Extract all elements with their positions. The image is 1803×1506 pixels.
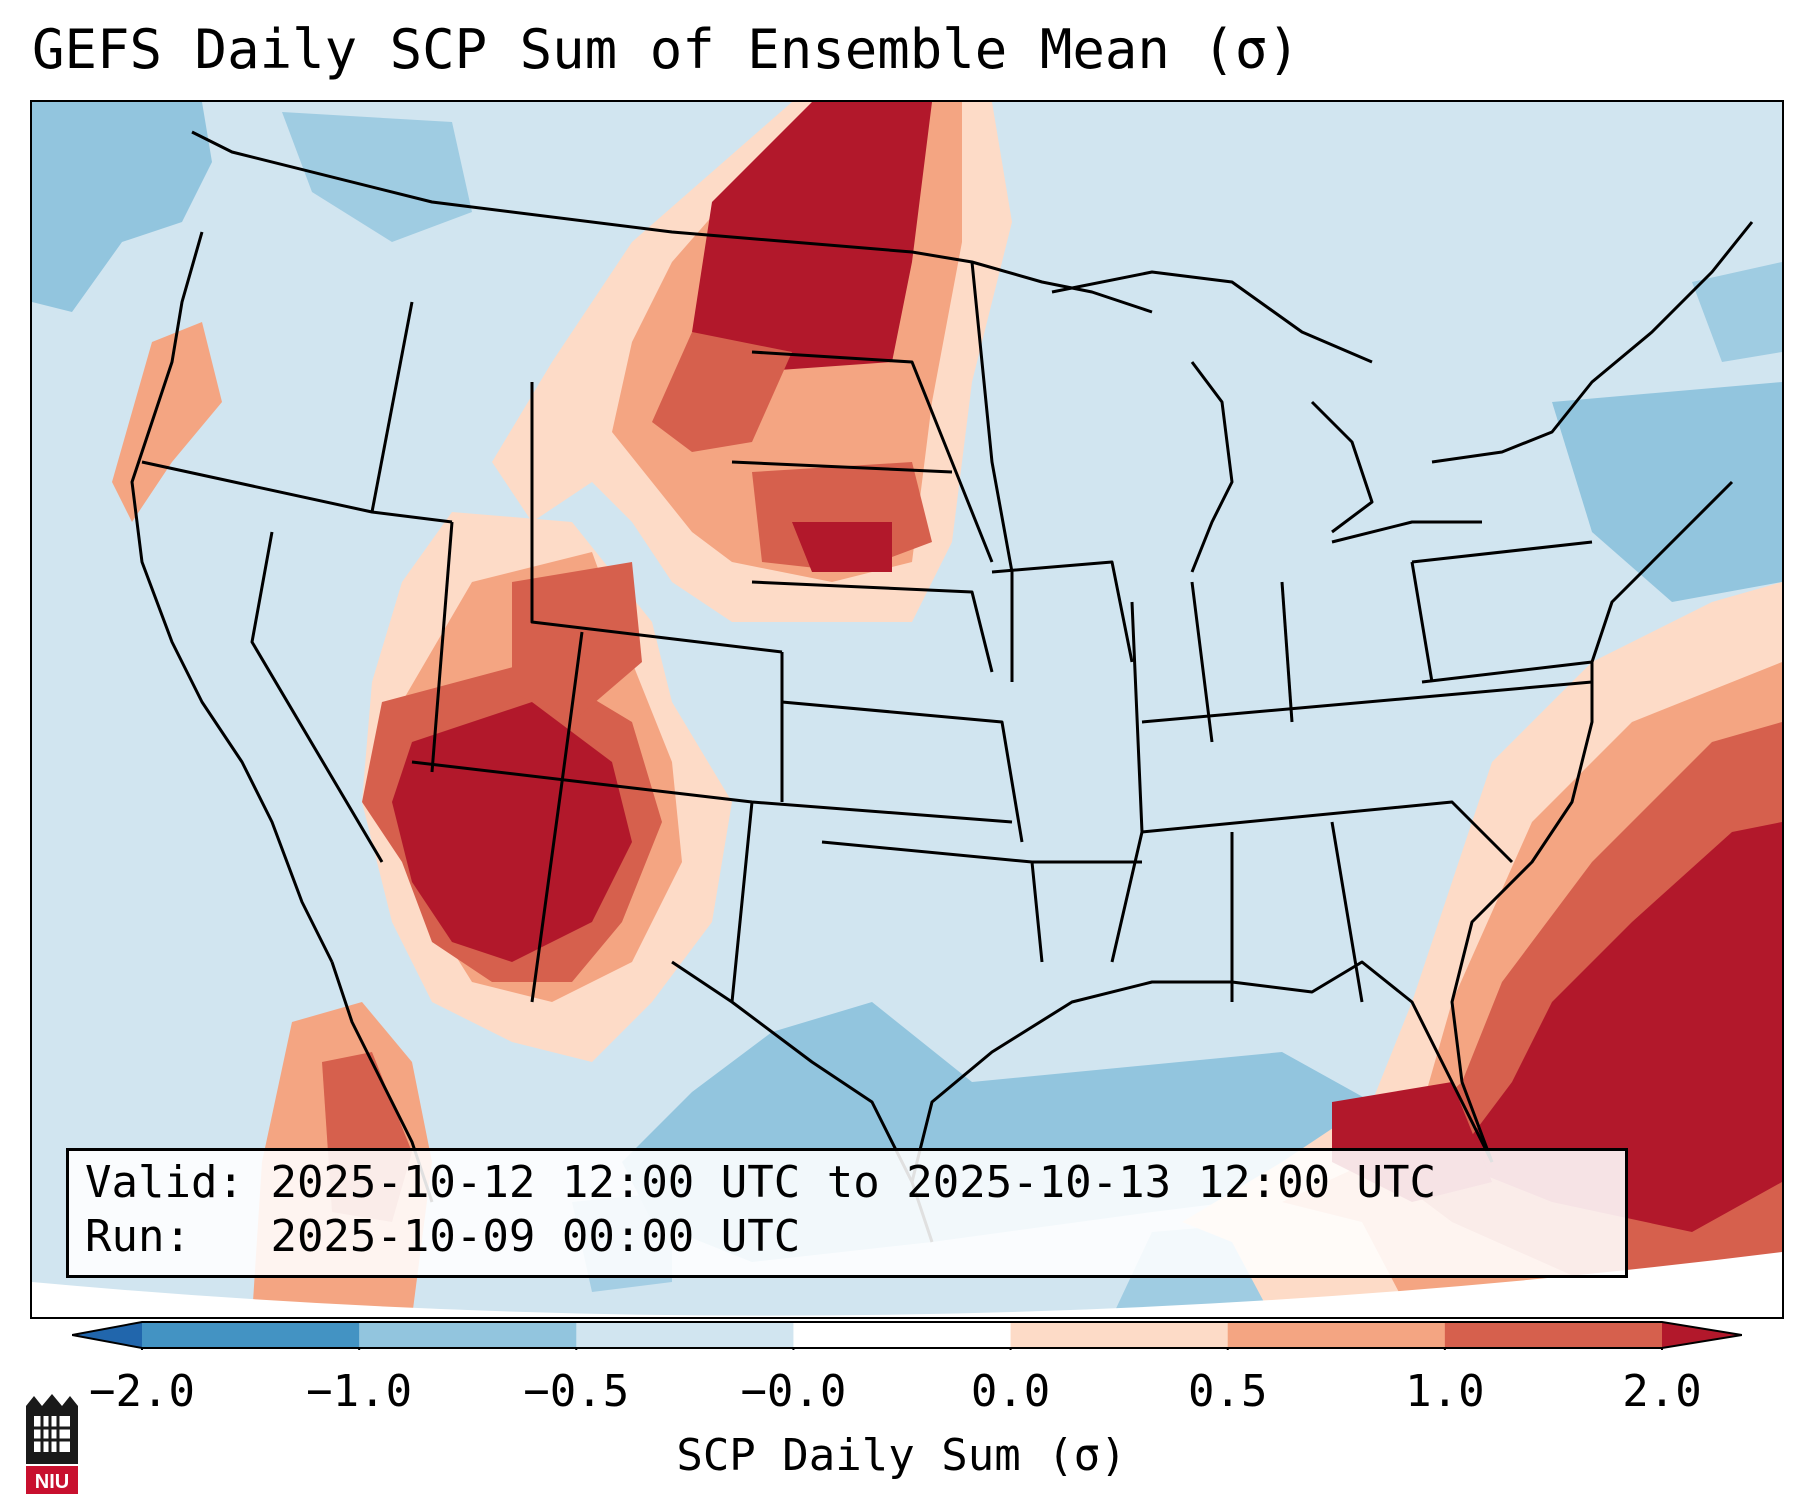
colorbar-tick-label: 0.5 xyxy=(1187,1366,1268,1417)
colorbar-extend-high xyxy=(1662,1322,1742,1348)
colorbar-segments xyxy=(72,1322,1742,1348)
colorbar-tick-label: 1.0 xyxy=(1405,1366,1485,1417)
east-coast xyxy=(1450,480,1734,1163)
colorbar-tick-label: −1.0 xyxy=(306,1366,413,1417)
run-label: Run: xyxy=(85,1211,191,1262)
state-line-ca-nv xyxy=(250,531,384,863)
nebraska-extreme xyxy=(792,522,892,572)
colorbar-tick-label: −2.0 xyxy=(89,1366,195,1417)
logo-window xyxy=(34,1416,70,1452)
map-svg xyxy=(32,102,1782,1317)
state-line-va-nc xyxy=(1421,660,1593,684)
oregon-coast-positive xyxy=(112,322,222,522)
logo-window-grid xyxy=(34,1416,70,1452)
colorbar-tick-label: −0.5 xyxy=(523,1366,630,1417)
northeast-negative xyxy=(1552,382,1782,602)
colorbar-segment xyxy=(793,1322,1012,1348)
utah-strong xyxy=(512,562,642,722)
state-line-il-in xyxy=(1190,581,1214,743)
maritimes-negative xyxy=(1692,262,1782,362)
colorbar-segment xyxy=(576,1322,794,1348)
bc-negative xyxy=(282,112,472,242)
validity-info-box: Valid: 2025-10-12 12:00 UTC to 2025-10-1… xyxy=(66,1148,1628,1278)
pacific-nw-negative xyxy=(32,102,212,312)
map-edge xyxy=(32,1252,1782,1317)
valid-line: Valid: 2025-10-12 12:00 UTC to 2025-10-1… xyxy=(85,1157,1436,1208)
colorbar-extend-low xyxy=(72,1322,142,1348)
colorbar-segment xyxy=(1227,1322,1446,1348)
state-line-nm-az xyxy=(730,801,754,1003)
state-line-sd-ne xyxy=(731,460,953,474)
colorbar-segment xyxy=(359,1322,577,1348)
borders-layer xyxy=(130,130,1754,1243)
colorbar-tick-label: 2.0 xyxy=(1622,1366,1702,1417)
state-line-mn-ia xyxy=(970,261,1014,682)
colorbar-tick-marks xyxy=(141,1348,1663,1350)
dakotas-extreme xyxy=(692,102,932,372)
state-line-ia-mo xyxy=(991,560,1134,663)
run-time: 2025-10-09 00:00 UTC xyxy=(270,1211,801,1262)
lake-superior-shore xyxy=(1051,270,1373,364)
map-panel xyxy=(30,100,1784,1319)
state-line-tn-ga xyxy=(1141,800,1514,864)
state-line-pa-ny xyxy=(1411,540,1593,564)
colorbar-tick-label: −0.0 xyxy=(740,1366,847,1417)
wyoming-strong xyxy=(652,332,792,452)
colorbar xyxy=(72,1321,1742,1350)
state-line-ne-ks xyxy=(751,580,994,673)
run-line: Run: 2025-10-09 00:00 UTC xyxy=(85,1211,800,1262)
valid-range: 2025-10-12 12:00 UTC to 2025-10-13 12:00… xyxy=(270,1157,1437,1208)
chart-title: GEFS Daily SCP Sum of Ensemble Mean (σ) xyxy=(32,18,1300,81)
lake-huron-shore xyxy=(1310,400,1374,534)
colorbar-segment xyxy=(1444,1322,1663,1348)
state-line-ks-ok xyxy=(781,700,1024,843)
state-line-dakotas xyxy=(751,350,994,563)
colorbar-tick-label: 0.0 xyxy=(970,1366,1051,1417)
colorbar-segment xyxy=(1010,1322,1229,1348)
logo-badge xyxy=(26,1466,78,1494)
state-line-oh-pa xyxy=(1410,561,1434,683)
west-coast xyxy=(130,231,334,963)
st-lawrence xyxy=(1431,221,1754,464)
niu-logo-icon: NIU xyxy=(26,1394,78,1494)
colorbar-label: SCP Daily Sum (σ) xyxy=(676,1430,1127,1481)
valid-label: Valid: xyxy=(85,1157,244,1208)
state-line-nv-ut xyxy=(430,521,454,773)
state-line-in-oh xyxy=(1280,581,1294,723)
colorbar-segment xyxy=(142,1322,360,1348)
atlantic-extreme xyxy=(1452,822,1782,1232)
state-line-al-ga xyxy=(1330,821,1364,1003)
logo-text: NIU xyxy=(35,1471,69,1493)
state-line-ut-az xyxy=(530,631,584,1003)
lake-erie-shore xyxy=(1331,520,1482,544)
state-line-wy-co xyxy=(530,382,783,654)
lake-michigan-shore xyxy=(1190,361,1234,573)
state-line-id-or xyxy=(370,301,414,513)
state-line-ky-tn xyxy=(1141,680,1593,724)
